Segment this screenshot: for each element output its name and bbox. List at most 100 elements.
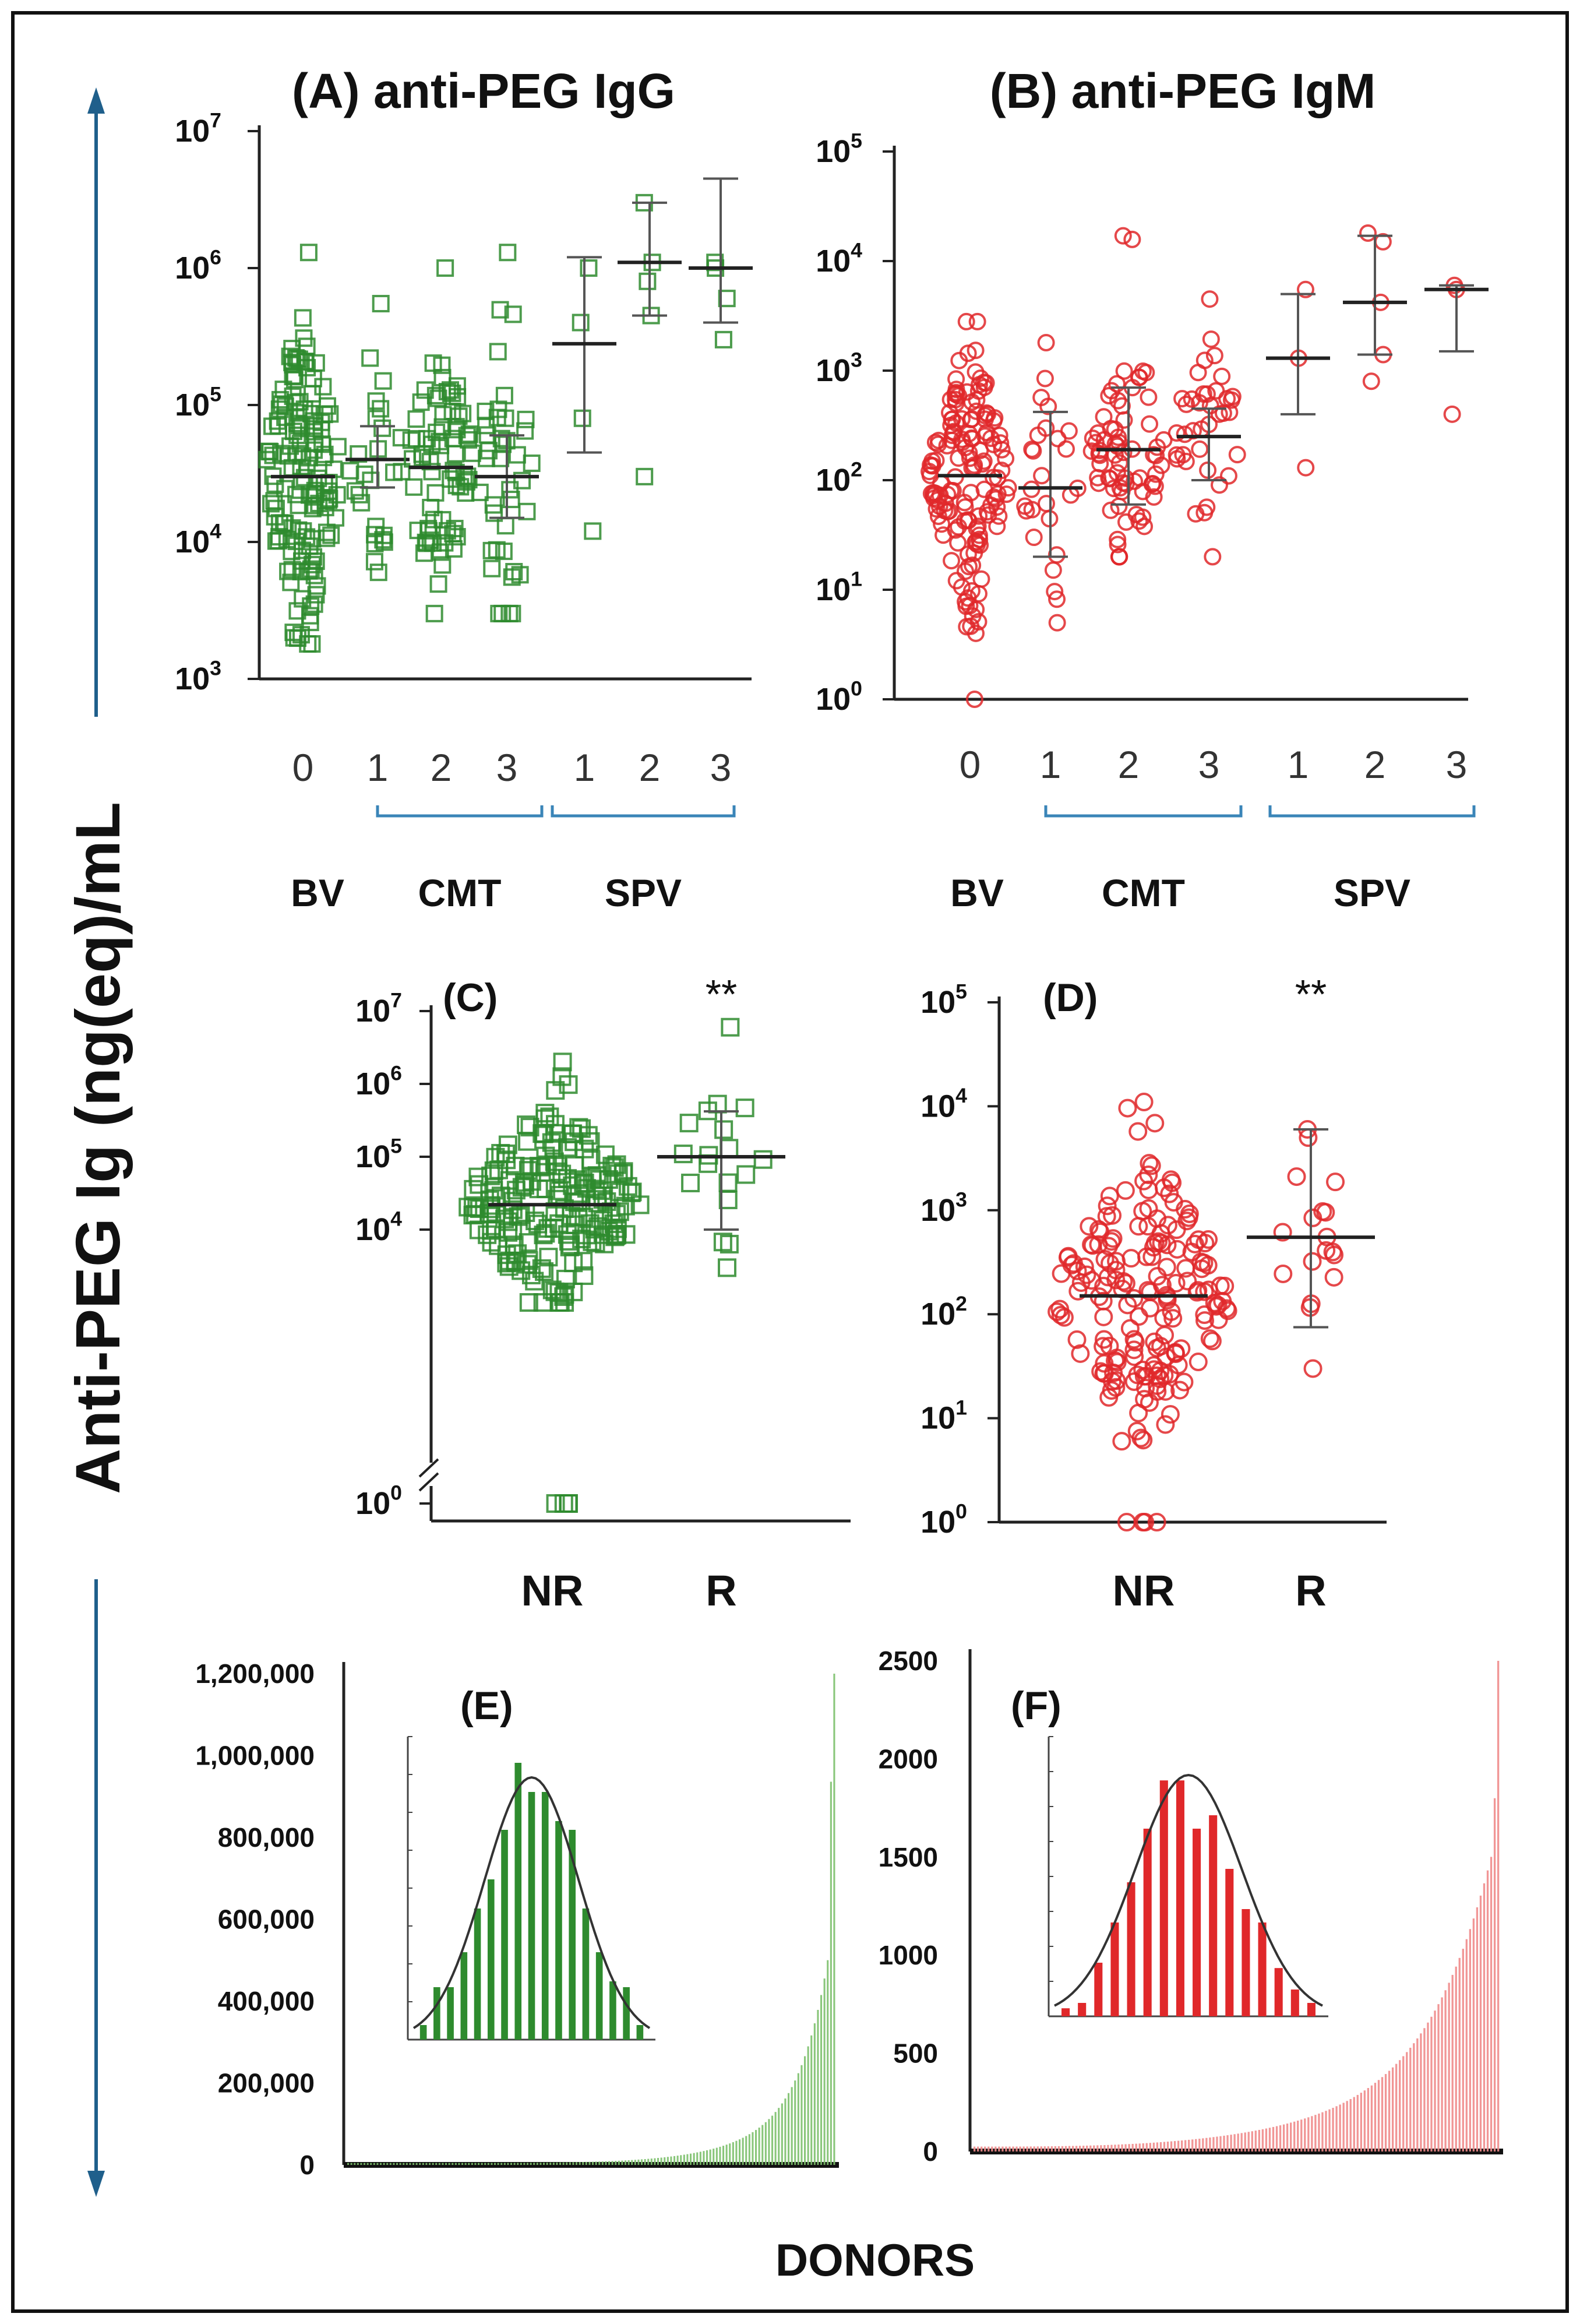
data-point: [1168, 450, 1186, 468]
bar: [429, 2163, 431, 2165]
data-point: [1103, 1206, 1122, 1225]
data-point: [503, 1221, 523, 1240]
bar: [696, 2152, 699, 2165]
data-point: [1155, 1366, 1174, 1385]
data-point: [492, 429, 510, 448]
data-point: [1116, 1181, 1135, 1200]
data-point: [1158, 1235, 1177, 1255]
bar: [680, 2155, 682, 2165]
y-tick-label: 102: [816, 458, 862, 498]
data-point: [393, 463, 411, 481]
data-point: [548, 1189, 567, 1209]
data-point: [1068, 1281, 1088, 1301]
bar: [625, 2160, 627, 2165]
data-point: [1095, 408, 1113, 426]
data-point: [564, 1253, 583, 1273]
bar: [664, 2157, 666, 2165]
bar: [631, 2160, 633, 2165]
data-point: [499, 244, 517, 262]
bar: [1064, 2146, 1067, 2152]
bar: [813, 2023, 816, 2165]
bar: [781, 2103, 783, 2165]
bar: [1493, 1798, 1496, 2152]
bar: [366, 2163, 369, 2165]
bar: [1265, 2128, 1268, 2152]
bar: [660, 2157, 662, 2165]
data-point: [959, 511, 977, 529]
data-point: [992, 434, 1010, 452]
data-point: [1112, 1432, 1131, 1451]
bar: [650, 2158, 653, 2165]
bar: [1209, 2137, 1211, 2152]
bar: [454, 2163, 457, 2165]
data-point: [518, 502, 536, 520]
bar: [1008, 2146, 1011, 2152]
data-point: [614, 1162, 633, 1181]
bar: [1483, 1883, 1486, 2152]
bar: [1223, 2135, 1225, 2152]
inset-bar: [419, 2025, 427, 2040]
bar: [771, 2115, 774, 2165]
data-point: [1157, 1258, 1176, 1277]
tick-base: 10: [921, 1505, 955, 1540]
data-point: [428, 423, 446, 441]
bar: [706, 2150, 708, 2165]
data-point: [1033, 467, 1051, 485]
data-point: [305, 595, 323, 613]
panel-f: (F) 0 500 1000 1500 2000 2500: [879, 1646, 1503, 2167]
bar: [445, 2163, 447, 2165]
bar: [611, 2161, 613, 2165]
y-tick-label: 105: [921, 980, 967, 1020]
data-point: [493, 604, 512, 622]
data-point: [1211, 476, 1229, 494]
tick-exp: 5: [955, 980, 967, 1003]
category-label: R: [706, 1566, 736, 1615]
data-point: [1362, 372, 1380, 390]
data-point: [708, 1094, 727, 1114]
bar: [729, 2143, 731, 2165]
group-bracket: [1044, 805, 1243, 818]
bar: [1402, 2056, 1405, 2152]
bar: [1374, 2083, 1377, 2152]
tick-base: 10: [175, 661, 210, 696]
bar: [517, 2163, 519, 2165]
panel-title: (C): [443, 976, 498, 1020]
bar: [422, 2163, 424, 2165]
data-point: [1115, 411, 1133, 429]
data-point: [369, 564, 387, 582]
tick-exp: 5: [390, 1135, 402, 1158]
bar: [683, 2154, 685, 2165]
data-point: [1144, 475, 1162, 493]
data-point: [374, 372, 392, 390]
group-label: CMT: [418, 871, 502, 914]
data-point: [1084, 429, 1102, 448]
bar: [1384, 2074, 1387, 2152]
bar: [1254, 2131, 1257, 2152]
bar: [1469, 1929, 1472, 2152]
bar: [601, 2161, 604, 2165]
data-point: [971, 442, 989, 460]
data-point: [1126, 472, 1144, 490]
data-point: [432, 436, 450, 455]
data-point: [1228, 446, 1246, 464]
data-point: [1095, 431, 1113, 449]
data-point: [713, 1233, 732, 1252]
data-point: [448, 528, 466, 546]
bar: [1012, 2146, 1014, 2152]
data-point: [552, 1067, 572, 1086]
bar: [1184, 2140, 1187, 2152]
inset-bar: [447, 1987, 454, 2040]
data-point: [350, 445, 368, 463]
data-point: [288, 629, 306, 647]
data-point: [448, 377, 466, 395]
bar: [500, 2163, 503, 2165]
data-point: [925, 487, 943, 505]
bar: [1272, 2126, 1275, 2152]
inset-bar: [1061, 2008, 1070, 2016]
bar: [1497, 1661, 1500, 2152]
data-point: [1115, 362, 1133, 380]
bar: [1131, 2143, 1134, 2152]
bar: [618, 2160, 620, 2165]
bar: [732, 2142, 734, 2165]
data-point: [679, 1114, 699, 1133]
